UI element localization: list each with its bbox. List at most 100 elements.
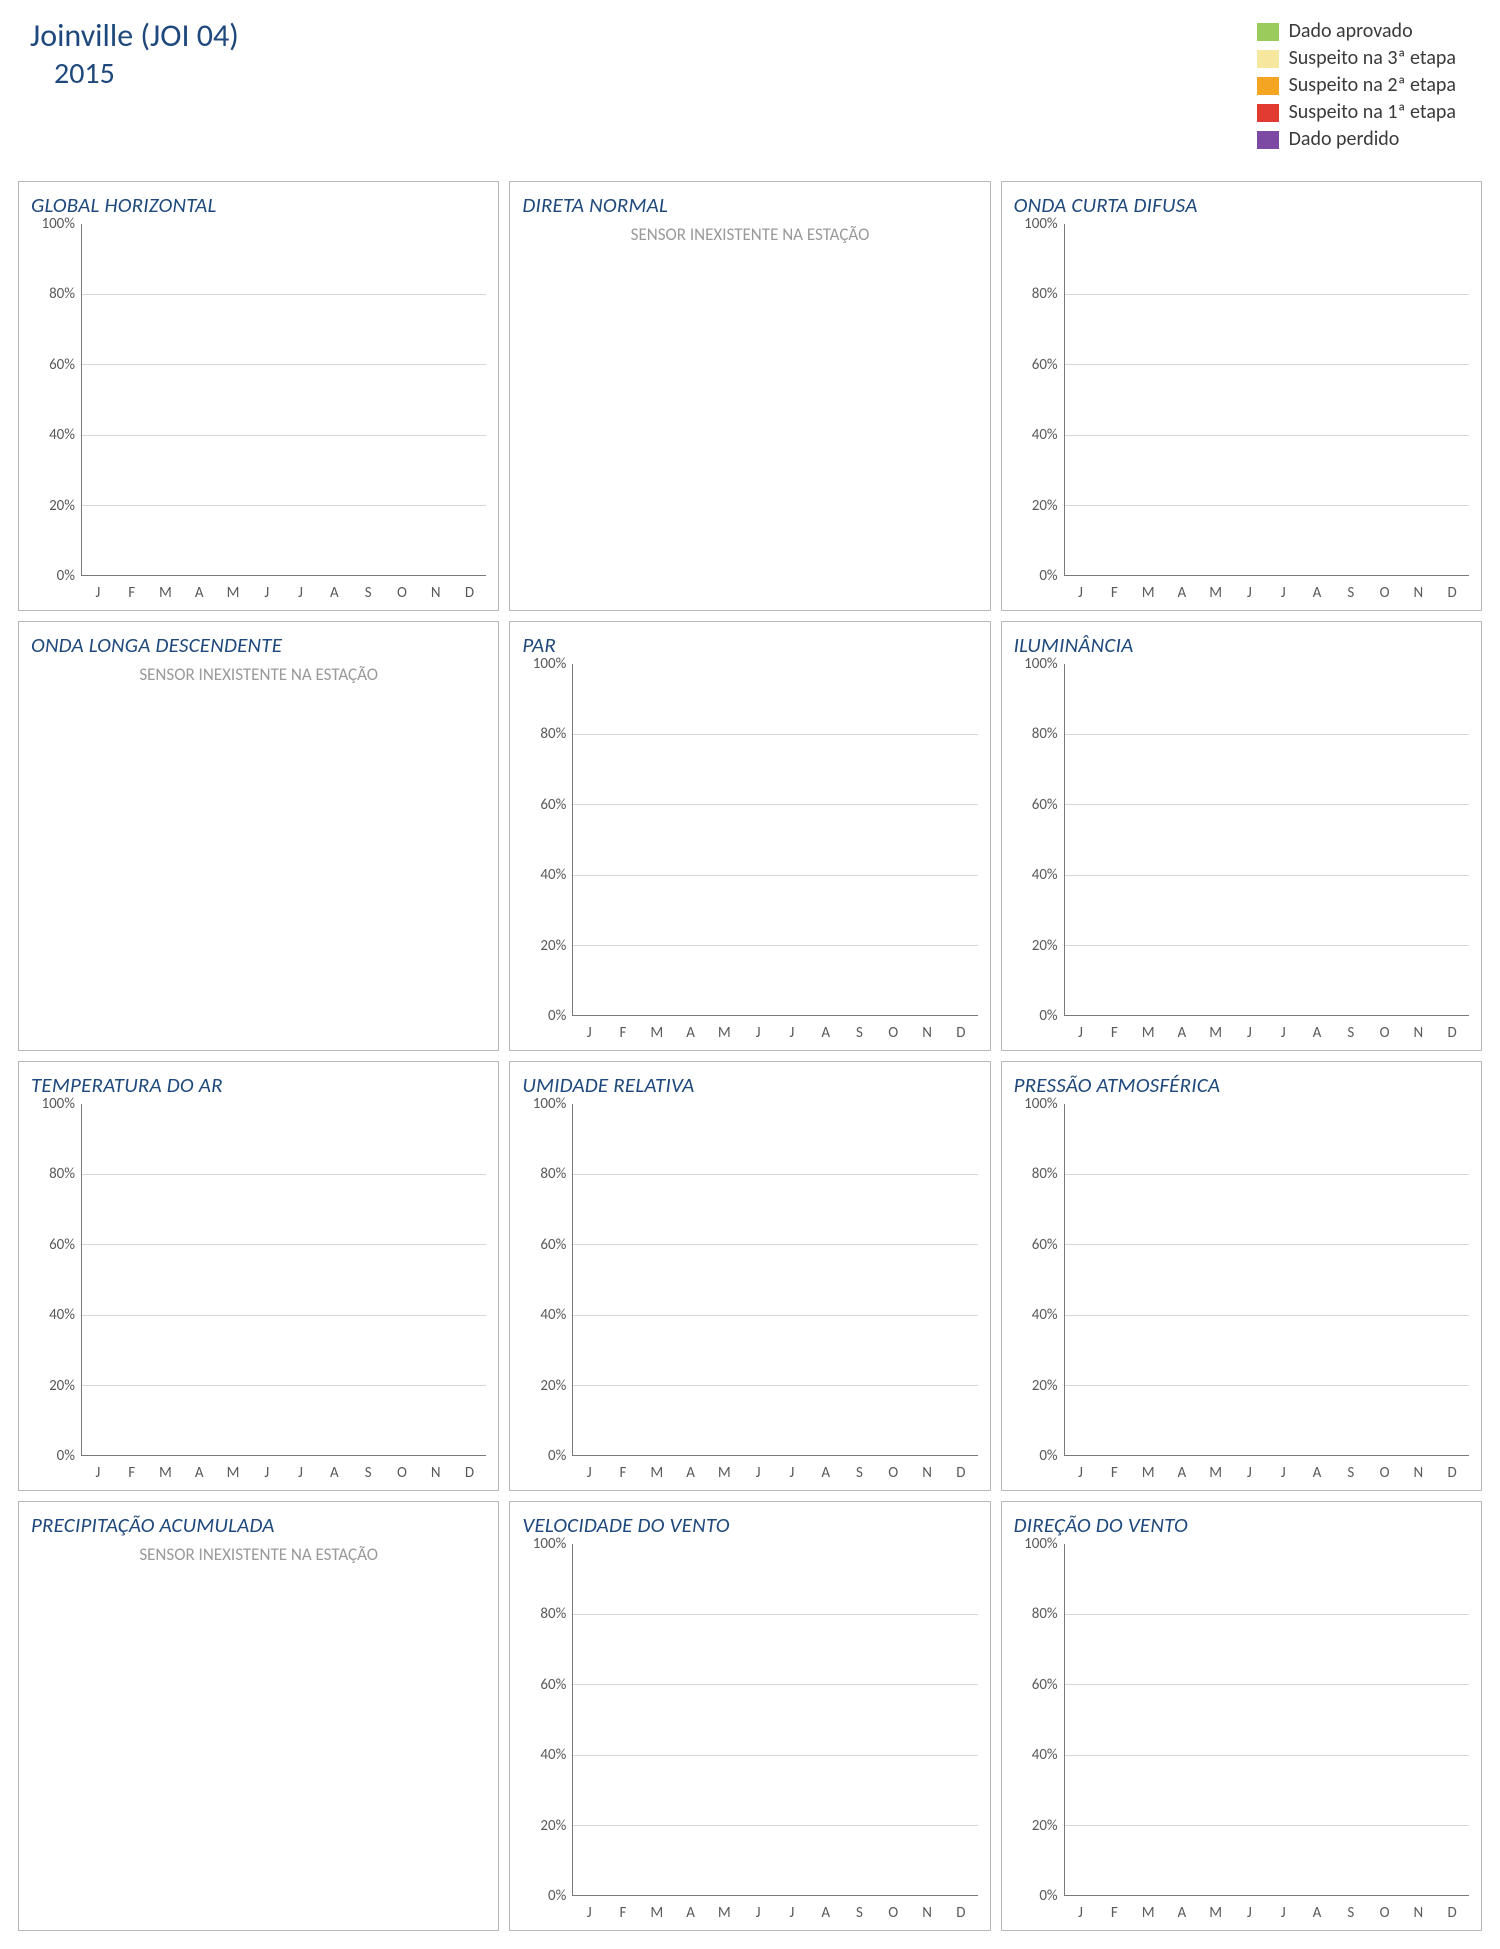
- x-tick-label: J: [1233, 1024, 1267, 1042]
- chart-panel: DIREÇÃO DO VENTO0%20%40%60%80%100%JFMAMJ…: [1001, 1501, 1482, 1931]
- charts-grid: GLOBAL HORIZONTAL0%20%40%60%80%100%JFMAM…: [18, 181, 1482, 1931]
- legend-label: Dado perdido: [1289, 126, 1400, 153]
- x-tick-label: A: [1300, 584, 1334, 602]
- y-tick-label: 80%: [1032, 725, 1058, 743]
- chart-panel: ILUMINÂNCIA 0%20%40%60%80%100%JFMAMJJASON…: [1001, 621, 1482, 1051]
- y-tick-label: 80%: [1032, 1605, 1058, 1623]
- legend-item: Suspeito na 1ª etapa: [1257, 99, 1456, 126]
- x-tick-label: J: [572, 1024, 606, 1042]
- panel-title: TEMPERATURA DO AR: [31, 1072, 486, 1098]
- y-tick-label: 60%: [540, 1676, 566, 1694]
- x-tick-label: F: [115, 1464, 149, 1482]
- x-tick-label: J: [1266, 1464, 1300, 1482]
- panel-title: PRECIPITAÇÃO ACUMULADA: [31, 1512, 486, 1538]
- x-tick-label: A: [809, 1024, 843, 1042]
- y-axis: 0%20%40%60%80%100%: [522, 1544, 572, 1896]
- y-tick-label: 60%: [1032, 1236, 1058, 1254]
- x-tick-label: D: [453, 584, 487, 602]
- x-tick-label: O: [876, 1904, 910, 1922]
- y-tick-label: 60%: [540, 1236, 566, 1254]
- x-tick-label: S: [843, 1464, 877, 1482]
- x-tick-label: A: [674, 1024, 708, 1042]
- x-tick-label: D: [1435, 1904, 1469, 1922]
- y-tick-label: 80%: [1032, 1165, 1058, 1183]
- x-tick-label: J: [741, 1904, 775, 1922]
- y-tick-label: 0%: [1039, 567, 1057, 585]
- chart-panel: UMIDADE RELATIVA0%20%40%60%80%100%JFMAMJ…: [509, 1061, 990, 1491]
- legend-item: Dado aprovado: [1257, 18, 1456, 45]
- x-tick-label: O: [1368, 584, 1402, 602]
- x-tick-label: J: [250, 584, 284, 602]
- x-tick-label: F: [1097, 584, 1131, 602]
- header-row: Joinville (JOI 04) 2015 Dado aprovadoSus…: [18, 18, 1482, 153]
- panel-title: ONDA LONGA DESCENDENTE: [31, 632, 486, 658]
- legend-item: Suspeito na 3ª etapa: [1257, 45, 1456, 72]
- y-tick-label: 40%: [1032, 866, 1058, 884]
- x-tick-label: A: [1165, 1464, 1199, 1482]
- y-axis: 0%20%40%60%80%100%: [31, 1104, 81, 1456]
- x-axis: JFMAMJJASOND: [1064, 584, 1469, 602]
- plot-area: [1064, 1544, 1469, 1896]
- chart-panel: ONDA CURTA DIFUSA0%20%40%60%80%100%JFMAM…: [1001, 181, 1482, 611]
- y-axis: 0%20%40%60%80%100%: [1014, 664, 1064, 1016]
- chart-area: 0%20%40%60%80%100%: [1014, 1104, 1469, 1456]
- x-axis: JFMAMJJASOND: [1064, 1024, 1469, 1042]
- y-tick-label: 40%: [1032, 1306, 1058, 1324]
- y-tick-label: 20%: [1032, 497, 1058, 515]
- y-tick-label: 0%: [548, 1447, 566, 1465]
- y-axis: 0%20%40%60%80%100%: [31, 224, 81, 576]
- x-tick-label: J: [1064, 584, 1098, 602]
- x-tick-label: A: [182, 1464, 216, 1482]
- legend-swatch: [1257, 104, 1279, 122]
- x-tick-label: N: [910, 1464, 944, 1482]
- x-tick-label: N: [1401, 1904, 1435, 1922]
- x-tick-label: D: [944, 1904, 978, 1922]
- plot-area: [572, 1104, 977, 1456]
- legend-item: Suspeito na 2ª etapa: [1257, 72, 1456, 99]
- panel-title: DIRETA NORMAL: [522, 192, 977, 218]
- legend-swatch: [1257, 131, 1279, 149]
- x-tick-label: A: [317, 584, 351, 602]
- x-axis: JFMAMJJASOND: [572, 1904, 977, 1922]
- x-tick-label: A: [674, 1904, 708, 1922]
- y-tick-label: 0%: [1039, 1447, 1057, 1465]
- x-tick-label: D: [944, 1024, 978, 1042]
- bars-row: [1065, 664, 1469, 1015]
- panel-title: ILUMINÂNCIA: [1014, 632, 1469, 658]
- x-axis: JFMAMJJASOND: [1064, 1904, 1469, 1922]
- y-tick-label: 20%: [1032, 1817, 1058, 1835]
- x-tick-label: A: [1165, 584, 1199, 602]
- chart-panel: DIRETA NORMALSENSOR INEXISTENTE NA ESTAÇ…: [509, 181, 990, 611]
- x-tick-label: D: [1435, 584, 1469, 602]
- x-tick-label: D: [1435, 1024, 1469, 1042]
- chart-area: 0%20%40%60%80%100%: [1014, 224, 1469, 576]
- x-tick-label: N: [419, 584, 453, 602]
- chart-panel: PAR0%20%40%60%80%100%JFMAMJJASOND: [509, 621, 990, 1051]
- x-tick-label: D: [944, 1464, 978, 1482]
- chart-panel: TEMPERATURA DO AR0%20%40%60%80%100%JFMAM…: [18, 1061, 499, 1491]
- panel-title: DIREÇÃO DO VENTO: [1014, 1512, 1469, 1538]
- chart-panel: VELOCIDADE DO VENTO0%20%40%60%80%100%JFM…: [509, 1501, 990, 1931]
- legend-swatch: [1257, 23, 1279, 41]
- y-axis: 0%20%40%60%80%100%: [522, 664, 572, 1016]
- bars-row: [1065, 224, 1469, 575]
- bars-row: [1065, 1544, 1469, 1895]
- x-tick-label: N: [1401, 1024, 1435, 1042]
- y-tick-label: 60%: [49, 356, 75, 374]
- x-tick-label: N: [910, 1904, 944, 1922]
- legend: Dado aprovadoSuspeito na 3ª etapaSuspeit…: [1257, 18, 1476, 153]
- x-tick-label: M: [640, 1904, 674, 1922]
- x-tick-label: A: [182, 584, 216, 602]
- chart-area: 0%20%40%60%80%100%: [522, 1104, 977, 1456]
- x-tick-label: F: [606, 1464, 640, 1482]
- x-tick-label: S: [351, 1464, 385, 1482]
- x-tick-label: J: [1266, 1024, 1300, 1042]
- x-tick-label: O: [1368, 1024, 1402, 1042]
- x-tick-label: O: [385, 584, 419, 602]
- y-tick-label: 40%: [540, 866, 566, 884]
- page-title: Joinville (JOI 04): [30, 18, 239, 55]
- y-tick-label: 100%: [533, 1535, 567, 1553]
- chart-area: 0%20%40%60%80%100%: [31, 224, 486, 576]
- x-tick-label: M: [707, 1024, 741, 1042]
- x-tick-label: J: [81, 1464, 115, 1482]
